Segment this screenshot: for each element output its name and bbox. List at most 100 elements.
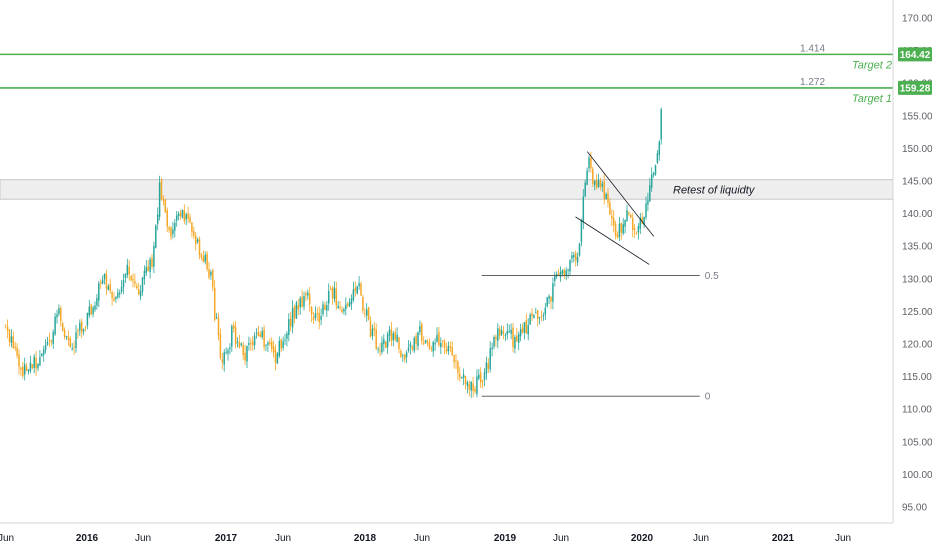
- candle-body: [286, 333, 288, 339]
- candle-body: [459, 373, 461, 378]
- candle-body: [143, 270, 146, 280]
- candle-body: [274, 350, 277, 363]
- candle-body: [643, 216, 645, 225]
- candle-body: [563, 269, 566, 276]
- candle-body: [172, 229, 174, 235]
- candle-body: [419, 326, 421, 333]
- candle-body: [383, 339, 385, 344]
- candle-body: [219, 334, 222, 359]
- candle-body: [326, 305, 328, 311]
- candle-body: [117, 292, 119, 298]
- candle-body: [128, 266, 130, 275]
- candle-body: [213, 287, 216, 320]
- time-label-year: 2020: [631, 533, 654, 544]
- time-label-year: 2019: [494, 533, 517, 544]
- candle-body: [546, 297, 548, 307]
- candle-body: [105, 273, 108, 289]
- candle-body: [29, 362, 32, 371]
- time-label-year: 2016: [76, 533, 99, 544]
- candle-body: [631, 218, 634, 230]
- candle-body: [158, 182, 161, 217]
- zone-label: Retest of liquidty: [673, 184, 756, 196]
- candle-body: [402, 355, 404, 357]
- candle-body: [293, 306, 296, 319]
- candle-body: [421, 323, 423, 342]
- candle-body: [236, 341, 239, 343]
- candle-body: [384, 341, 387, 348]
- candle-body: [571, 255, 573, 259]
- candle-body: [333, 287, 336, 299]
- candle-body: [16, 347, 18, 356]
- candle-body: [417, 332, 419, 347]
- candle-body: [489, 348, 491, 370]
- candle-body: [191, 222, 193, 233]
- candle-body: [168, 227, 170, 230]
- candle-body: [567, 269, 569, 271]
- candle-body: [6, 326, 9, 331]
- candle-body: [96, 298, 98, 306]
- candle-body: [63, 329, 66, 338]
- candle-body: [153, 245, 155, 267]
- candle-body: [217, 317, 220, 336]
- candle-body: [592, 168, 594, 184]
- candle-body: [595, 180, 598, 188]
- candle-body: [470, 381, 472, 391]
- wedge-trendline-2[interactable]: [575, 216, 650, 265]
- candle-body: [289, 318, 292, 326]
- candle-body: [371, 328, 374, 337]
- candle-body: [605, 194, 607, 200]
- candle-body: [624, 220, 626, 227]
- candle-body: [33, 356, 35, 368]
- candle-body: [561, 270, 564, 274]
- candle-body: [14, 346, 16, 348]
- candle-body: [411, 346, 414, 350]
- candle-body: [39, 357, 41, 366]
- fib-extension-label: 1.272: [800, 77, 825, 88]
- price-badge: [898, 47, 932, 62]
- candle-body: [533, 314, 535, 318]
- candle-body: [381, 342, 383, 353]
- candle-body: [392, 333, 395, 341]
- candle-body: [559, 271, 562, 278]
- candle-body: [603, 181, 605, 199]
- candle-body: [314, 313, 317, 318]
- candle-body: [60, 307, 62, 322]
- candle-body: [225, 351, 227, 353]
- candle-body: [540, 316, 543, 318]
- candle-body: [626, 210, 628, 221]
- candle-body: [476, 376, 478, 395]
- target-label: Target 1: [852, 93, 892, 105]
- candle-body: [259, 334, 262, 337]
- candle-body: [521, 327, 524, 333]
- candle-body: [441, 340, 444, 342]
- candle-body: [569, 260, 571, 272]
- candle-body: [48, 339, 51, 341]
- candle-body: [295, 302, 298, 319]
- candle-body: [276, 353, 279, 364]
- candle-body: [99, 282, 102, 284]
- candle-body: [487, 363, 490, 369]
- price-badge: [898, 80, 932, 95]
- candle-body: [517, 334, 520, 343]
- time-label-month: Jun: [135, 533, 151, 544]
- candle-body: [109, 284, 111, 292]
- candle-body: [510, 329, 512, 334]
- candle-body: [101, 279, 104, 284]
- candle-body: [118, 292, 121, 295]
- candle-body: [234, 327, 237, 345]
- candle-body: [200, 254, 203, 258]
- fib-extension-label: 1.414: [800, 43, 825, 54]
- wedge-trendline-1[interactable]: [586, 151, 655, 237]
- candle-body: [447, 345, 450, 352]
- candle-body: [354, 287, 357, 292]
- candle-body: [27, 369, 30, 372]
- candle-body: [618, 223, 621, 237]
- candle-body: [288, 319, 290, 336]
- candle-body: [4, 324, 7, 326]
- candle-body: [660, 109, 662, 140]
- candle-body: [635, 232, 638, 234]
- liquidity-zone[interactable]: [0, 179, 894, 200]
- candle-body: [322, 304, 324, 314]
- candle-body: [514, 337, 516, 349]
